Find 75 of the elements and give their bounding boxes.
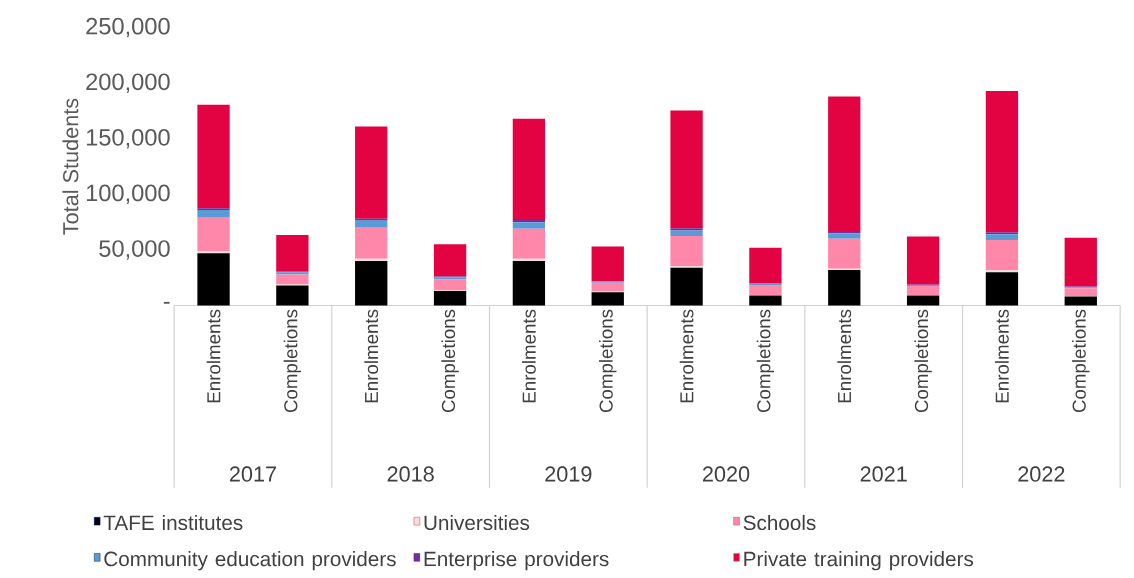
bar <box>197 217 230 251</box>
x-tick-label: Completions <box>1072 309 1090 412</box>
text: 2018 <box>387 466 434 482</box>
x-tick-label: Enrolments <box>679 309 694 402</box>
x-tick-label: Completions <box>283 309 302 412</box>
y-tick-label: 250,000 <box>86 17 170 38</box>
bar <box>276 234 309 272</box>
bar <box>906 236 940 285</box>
bar <box>1064 237 1097 287</box>
bar <box>591 291 624 306</box>
legend-label: Universities <box>424 514 530 530</box>
bar <box>985 234 1019 240</box>
bar <box>906 285 940 295</box>
x-tick-label: Completions <box>914 309 932 412</box>
bar <box>512 228 546 259</box>
text: 2021 <box>860 466 907 482</box>
y-axis-title: Total Students <box>62 98 79 235</box>
legend-label: TAFE institutes <box>103 514 243 530</box>
y-tick-label: 200,000 <box>86 73 170 93</box>
bar <box>985 90 1019 232</box>
bar <box>1064 288 1097 296</box>
text: 2020 <box>702 466 750 482</box>
bar <box>197 250 230 254</box>
bar <box>828 233 861 239</box>
bar <box>512 221 546 229</box>
bar <box>828 269 861 306</box>
x-tick-label: Enrolments <box>364 309 379 402</box>
bar <box>670 228 703 231</box>
y-tick-label: 150,000 <box>86 128 170 149</box>
bar <box>670 230 703 236</box>
bar <box>355 219 388 228</box>
bar <box>828 238 861 269</box>
bar <box>985 271 1019 306</box>
bar <box>670 235 703 266</box>
y-tick-label: 50,000 <box>99 239 170 260</box>
bar <box>906 295 940 306</box>
x-tick-label: Enrolments <box>995 309 1009 402</box>
bar <box>591 282 624 292</box>
x-tick-label: Completions <box>756 309 775 412</box>
legend-label: Enterprise providers <box>424 550 609 571</box>
legend-label: Community education providers <box>104 550 396 571</box>
bar <box>355 260 388 306</box>
bar <box>433 279 467 291</box>
bar <box>433 244 467 277</box>
bar <box>355 126 388 219</box>
bar <box>985 239 1019 270</box>
bar <box>512 260 546 306</box>
x-tick-label: Enrolments <box>837 309 852 402</box>
bar <box>197 209 230 218</box>
text: 2022 <box>1018 466 1065 482</box>
bar <box>670 110 703 229</box>
y-tick-label: - <box>163 301 170 304</box>
bar <box>197 253 230 306</box>
bar <box>276 274 309 285</box>
text: 2019 <box>545 466 592 482</box>
y-tick-label: 100,000 <box>86 184 170 204</box>
x-tick-label: Completions <box>441 309 459 412</box>
bar <box>591 246 624 281</box>
x-tick-label: Enrolments <box>206 309 221 402</box>
x-tick-label: Completions <box>599 309 617 412</box>
bar <box>670 267 703 306</box>
bar <box>749 295 782 306</box>
legend-label: Schools <box>743 514 816 530</box>
bar <box>433 290 467 306</box>
bar <box>197 104 230 208</box>
legend-label: Private training providers <box>744 550 974 571</box>
bar <box>355 227 388 259</box>
bar <box>749 284 782 295</box>
bar <box>1064 296 1097 306</box>
text: 2017 <box>229 466 276 482</box>
bar <box>828 96 861 231</box>
x-tick-label: Enrolments <box>522 309 536 402</box>
bar <box>749 247 782 284</box>
bar <box>512 118 546 220</box>
bar <box>276 285 309 306</box>
